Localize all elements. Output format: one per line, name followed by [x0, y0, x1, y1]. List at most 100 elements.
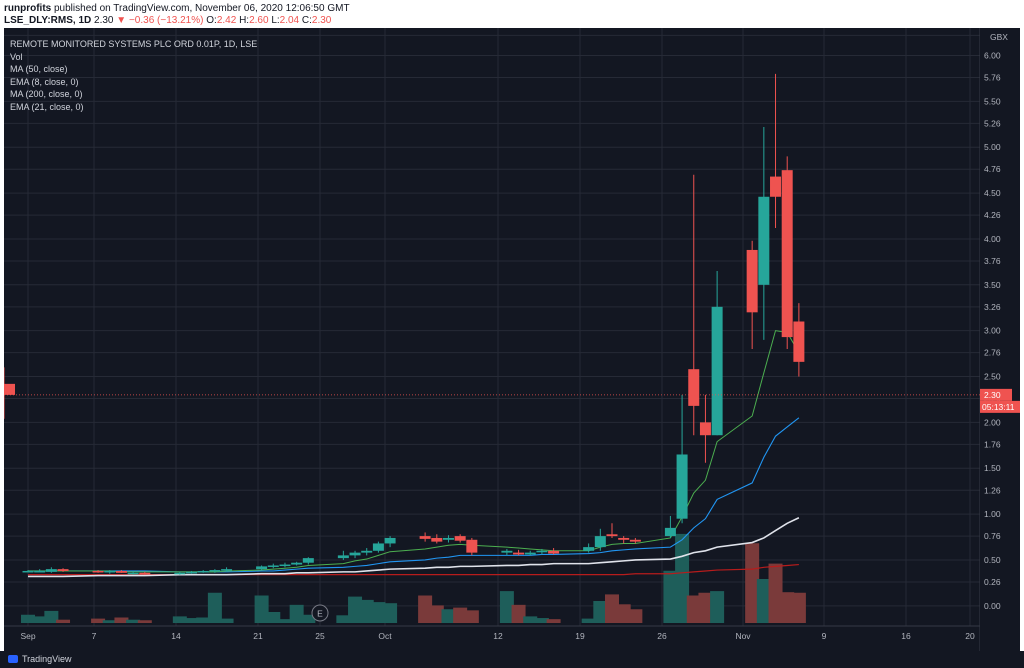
candle-body [466, 539, 478, 553]
ohlc-high-label: H: [239, 15, 250, 26]
candle-body [594, 536, 606, 548]
earnings-marker-circle[interactable] [311, 604, 329, 622]
header-bar: runprofits published on TradingView.com,… [0, 0, 1024, 26]
candle-body [431, 537, 443, 542]
legend-title: REMOTE MONITORED SYSTEMS PLC ORD 0.01P, … [10, 39, 258, 49]
legend-ema8[interactable]: EMA (8, close, 0) [10, 76, 79, 87]
time-tick-label: 14 [171, 631, 181, 641]
volume-bar [628, 609, 643, 623]
volume-bar [114, 617, 129, 623]
candle-body [454, 536, 466, 541]
price-tick-label: 5.00 [984, 142, 1001, 152]
price-tick-label: 0.00 [984, 601, 1001, 611]
volume-bar [102, 620, 117, 623]
volume-bar [277, 619, 292, 623]
earnings-marker[interactable]: E [311, 604, 329, 622]
volume-bar [301, 614, 316, 623]
volume-bars [21, 533, 806, 623]
candle-body [699, 422, 711, 436]
candle-body [513, 552, 525, 555]
candle-body [746, 249, 758, 313]
price-tick-label: 5.50 [984, 96, 1001, 106]
volume-bar [289, 604, 304, 623]
countdown-badge [980, 400, 1020, 413]
price-tick-label: 1.50 [984, 463, 1001, 473]
price-tick-label: 6.00 [984, 51, 1001, 61]
candle-body [583, 547, 595, 551]
volume-bar [768, 563, 783, 623]
grid-lines [4, 28, 981, 651]
volume-bar [219, 618, 234, 623]
ohlc-close: 2.30 [311, 15, 332, 26]
volume-bar [593, 601, 608, 623]
price-tick-label: 0.76 [984, 531, 1001, 541]
candle-body [384, 537, 396, 544]
legend-ema21[interactable]: EMA (21, close, 0) [10, 101, 84, 112]
candle-body [372, 543, 384, 551]
price-tick-label: 2.76 [984, 348, 1001, 358]
volume-bar [791, 592, 806, 623]
volume-bar [710, 591, 725, 623]
publish-info: published on TradingView.com, November 0… [54, 3, 350, 14]
earnings-marker-text: E [317, 609, 323, 619]
candlesticks [3, 73, 805, 575]
candle-body [781, 170, 793, 338]
candle-body [115, 570, 127, 573]
chart-panel[interactable]: GBX 6.00 5.76 5.50 5.26 5.00 4.76 4.50 4.26 4.00 3… [3, 28, 1020, 651]
candle-body [57, 569, 69, 571]
volume-bar [56, 619, 71, 623]
chart-svg[interactable]: GBX 6.00 5.76 5.50 5.26 5.00 4.76 4.50 4.26 4.00 3… [3, 28, 1020, 651]
candle-body [256, 566, 268, 570]
candle-body [291, 562, 303, 565]
volume-bar [336, 615, 351, 623]
volume-bar [523, 616, 538, 623]
volume-bar [44, 610, 59, 623]
volume-bar [698, 592, 713, 623]
price-tick-label: 4.00 [984, 234, 1001, 244]
price-axis[interactable]: GBX 6.00 5.76 5.50 5.26 5.00 4.76 4.50 4.26 4.00 3… [980, 28, 1020, 651]
legend-ma200[interactable]: MA (200, close, 0) [10, 89, 83, 99]
time-tick-label: Sep [20, 631, 35, 641]
candle-body [676, 454, 688, 519]
brand-label[interactable]: TradingView [22, 654, 72, 664]
candle-body [92, 570, 104, 573]
volume-bar [418, 595, 433, 623]
author-name[interactable]: runprofits [4, 3, 52, 14]
candle-body [501, 550, 513, 553]
time-axis[interactable]: Sep 7 14 21 25 Oct 12 19 26 Nov 9 16 20 [20, 631, 975, 641]
candle-body [770, 176, 782, 197]
volume-bar [32, 616, 47, 623]
volume-bar [126, 619, 141, 623]
volume-bar [511, 604, 526, 623]
legend-vol[interactable]: Vol [10, 51, 23, 62]
symbol-label: LSE_DLY:RMS, 1D [4, 15, 92, 26]
volume-bar [441, 609, 456, 623]
candle-body [629, 539, 641, 542]
volume-bar [196, 617, 211, 623]
candle-body [758, 196, 770, 285]
ohlc-high: 2.60 [249, 15, 269, 26]
volume-bar [453, 607, 468, 623]
ohlc-low-label: L: [271, 15, 280, 26]
volume-bar [21, 614, 35, 623]
volume-bar [207, 592, 222, 623]
legend-ma50[interactable]: MA (50, close) [10, 64, 68, 74]
ohlc-open: 2.42 [216, 15, 237, 26]
volume-bar [172, 616, 187, 623]
ohlc-open-label: O: [206, 15, 217, 26]
candle-body [186, 571, 198, 574]
countdown-badge-text: 05:13:11 [982, 402, 1015, 412]
footer-bar: TradingView [0, 651, 1024, 668]
candle-body [139, 572, 151, 575]
candle-body [793, 321, 805, 362]
volume-bar [184, 618, 199, 623]
candle-body [221, 569, 233, 571]
tradingview-logo-icon [8, 655, 18, 663]
volume-bar [780, 592, 795, 623]
candle-body [302, 558, 314, 563]
candle-body [618, 537, 630, 540]
price-tick-label: 4.50 [984, 188, 1001, 198]
volume-bar [383, 603, 398, 623]
price-tick-label: 3.00 [984, 326, 1001, 336]
volume-bar [745, 543, 760, 623]
